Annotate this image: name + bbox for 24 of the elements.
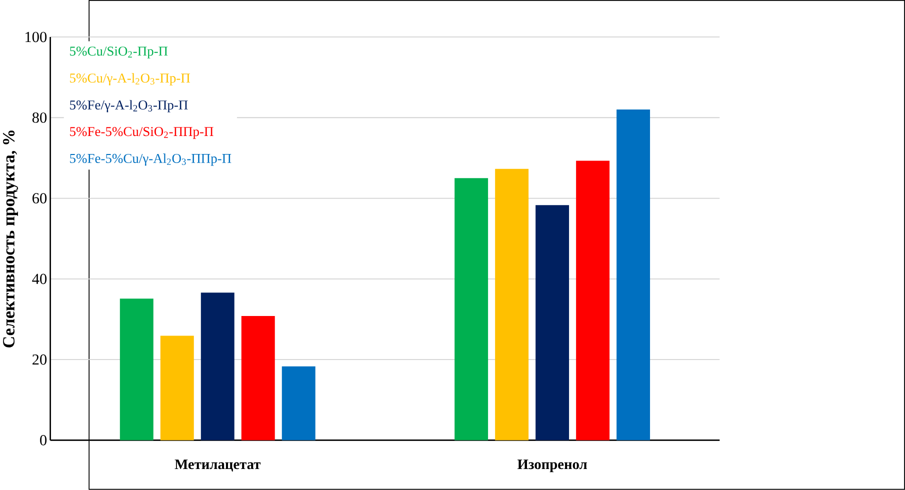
text: 5%Fe-5%Cu/SiO$_{2}$-ППр-П [70, 127, 214, 139]
bar [241, 316, 275, 440]
y-tick-label: 100 [26, 32, 47, 42]
bar [536, 205, 570, 440]
y-axis-title: Селективность продукта, % [3, 130, 18, 348]
x-tick-label: Изопренол [517, 460, 587, 472]
y-tick-label: 20 [32, 354, 47, 365]
bar [576, 160, 610, 440]
text: 5%Cu/SiO$_{2}$-Пр-П [70, 46, 168, 59]
bar [495, 168, 529, 440]
bar [282, 366, 316, 440]
y-tick-label: 0 [40, 435, 47, 446]
text: 5%Fe-5%Cu/γ-Al$_{2}$O$_{3}$-ППр-П [70, 154, 232, 166]
bar [120, 298, 154, 440]
bar [160, 336, 194, 440]
text: 5%Cu/γ-A-l$_{2}$O$_{3}$-Пр-П [70, 73, 190, 86]
y-tick-label: 80 [32, 112, 47, 123]
y-tick-label: 40 [32, 274, 47, 284]
text: 5%Fe/γ-A-l$_{2}$O$_{3}$-Пр-П [70, 100, 188, 112]
x-tick-label: Метилацетат [174, 460, 261, 472]
bar [616, 110, 650, 440]
bar [454, 178, 488, 440]
y-tick-label: 60 [32, 193, 47, 204]
bar [200, 292, 234, 440]
